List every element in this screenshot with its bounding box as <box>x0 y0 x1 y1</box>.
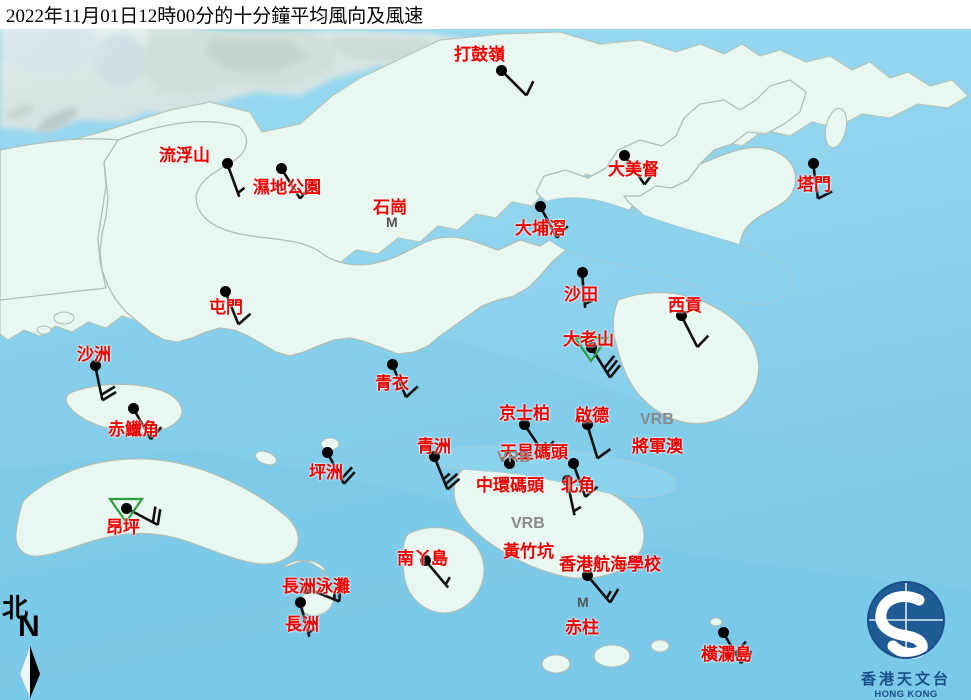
wind-barb-icon <box>305 585 342 603</box>
north-arrow-icon <box>20 646 40 698</box>
station-label-tai-mei-tuk: 大美督 <box>608 160 659 179</box>
station-dot <box>581 569 593 581</box>
wind-barb-icon <box>565 479 582 516</box>
station-dot <box>675 309 687 321</box>
station-dot <box>221 157 233 169</box>
station-label-ngong-ping: 昂坪 <box>106 518 140 537</box>
station-dot <box>518 418 530 430</box>
station-label-tsing-yi: 青衣 <box>375 374 409 393</box>
wind-barb-icon <box>580 271 594 308</box>
station-label-peng-chau: 坪洲 <box>309 463 343 482</box>
mountain-station-icon <box>572 336 610 363</box>
victoria-harbour <box>424 445 676 498</box>
wind-barb-icon <box>223 290 252 326</box>
inner-waters <box>533 197 791 305</box>
station-label-chek-lap-kok: 赤鱲角 <box>108 420 159 439</box>
station-dot <box>585 341 597 353</box>
station-label-kings-park: 京士柏 <box>499 404 550 423</box>
lantau-island <box>15 383 299 565</box>
hko-logo: 香港天文台 HONG KONG OBSERVATORY <box>845 578 967 700</box>
hk-coastline <box>0 79 807 425</box>
station-label-ta-kwu-ling: 打鼓嶺 <box>454 45 505 64</box>
wind-barb-icon <box>585 423 612 460</box>
station-dot <box>294 596 306 608</box>
station-dot <box>567 457 579 469</box>
station-label-sai-kung: 西貢 <box>668 296 702 315</box>
station-dot <box>321 446 333 458</box>
station-label-green-island: 青洲 <box>417 437 451 456</box>
station-dot <box>419 554 431 566</box>
station-variable-wind-wong-chuk-hang: VRB <box>511 515 545 532</box>
station-variable-wind-central-pier: VRB <box>497 449 531 466</box>
station-label-tai-po-kau: 大埔滘 <box>515 219 566 238</box>
station-dot <box>495 64 507 76</box>
wind-barb-icon <box>298 601 317 638</box>
station-label-cheung-chau-beach: 長洲泳灘 <box>282 577 350 596</box>
station-dot <box>219 285 231 297</box>
station-label-sha-tin: 沙田 <box>564 285 598 304</box>
station-label-sha-chau: 沙洲 <box>77 345 111 364</box>
station-label-north-point: 北角 <box>561 476 595 495</box>
hko-name-cn: 香港天文台 <box>860 672 951 688</box>
station-dot <box>807 157 819 169</box>
station-label-kai-tak: 啟德 <box>575 406 609 425</box>
hko-name-en: HONG KONG OBSERVATORY <box>874 689 938 700</box>
compass-rose: 北 N <box>2 588 72 700</box>
station-label-tuen-mun: 屯門 <box>209 298 243 317</box>
station-label-central-pier: 中環碼頭 <box>476 476 544 495</box>
wind-barb-icon <box>225 162 246 198</box>
station-label-star-ferry: 天星碼頭 <box>500 443 568 462</box>
station-label-shek-kong: 石崗 <box>373 198 407 217</box>
wind-barb-icon <box>93 364 117 402</box>
station-label-hk-sea-school: 香港航海學校 <box>559 555 661 574</box>
station-dot <box>503 457 515 469</box>
station-missing-flag-stanley: M <box>577 594 589 610</box>
station-dot <box>576 266 588 278</box>
wind-barb-icon <box>571 462 599 498</box>
hko-logo-icon <box>867 581 945 659</box>
wind-barb-icon <box>811 162 833 200</box>
wind-barb-icon <box>390 363 419 399</box>
station-dot <box>386 358 398 370</box>
station-dot <box>581 418 593 430</box>
mainland-satellite-area <box>0 26 470 132</box>
station-dot <box>275 162 287 174</box>
station-dot <box>428 450 440 462</box>
station-label-wetland-park: 濕地公園 <box>253 178 321 197</box>
small-islands <box>36 107 848 674</box>
station-label-wong-chuk-hang: 黃竹坑 <box>503 542 554 561</box>
station-label-lamma-island: 南丫島 <box>397 549 448 568</box>
station-dot <box>300 582 312 594</box>
page-title: 2022年11月01日12時00分的十分鐘平均風向及風速 <box>6 6 424 27</box>
station-dot <box>534 200 546 212</box>
mountain-station-icon <box>107 497 145 524</box>
station-dot <box>618 149 630 161</box>
station-label-stanley: 赤柱 <box>565 618 599 637</box>
station-label-tseung-kwan-o: 將軍澳 <box>632 437 683 456</box>
station-label-cheung-chau: 長洲 <box>285 615 319 634</box>
station-label-waglan-island: 橫瀾島 <box>701 645 752 664</box>
station-dot <box>717 626 729 638</box>
station-dot <box>127 402 139 414</box>
title-bar: 2022年11月01日12時00分的十分鐘平均風向及風速 <box>0 0 971 29</box>
station-missing-flag-shek-kong: M <box>386 214 398 230</box>
wind-barb-icon <box>432 455 461 491</box>
station-dot <box>120 502 132 514</box>
station-variable-wind-tseung-kwan-o: VRB <box>640 411 674 428</box>
station-label-lau-fau-shan: 流浮山 <box>159 146 210 165</box>
compass-label-en: N <box>18 610 40 643</box>
compass-label-cn: 北 <box>2 594 29 623</box>
station-dot <box>89 359 101 371</box>
station-label-tates-cairn: 大老山 <box>563 330 614 349</box>
station-label-tap-mun: 塔門 <box>797 175 831 194</box>
station-dot <box>561 474 573 486</box>
